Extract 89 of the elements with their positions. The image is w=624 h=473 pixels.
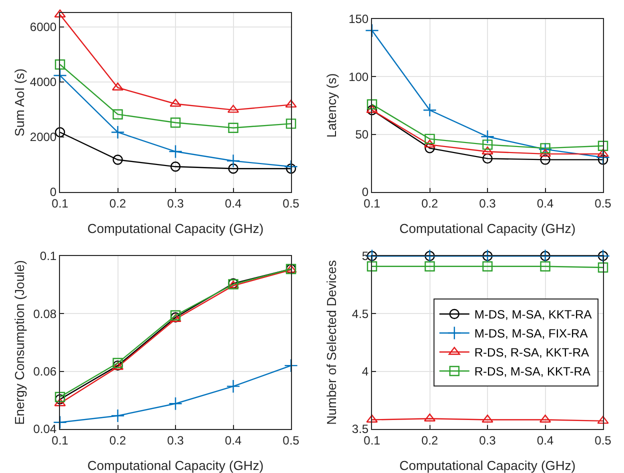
x-axis-title: Computational Capacity (GHz) xyxy=(87,458,264,473)
point xyxy=(226,154,240,168)
x-tick-label: 0.2 xyxy=(421,196,438,210)
x-tick-label: 0.4 xyxy=(224,196,242,210)
point xyxy=(538,142,552,156)
x-tick-label: 0.3 xyxy=(479,433,496,448)
point xyxy=(482,153,493,164)
point xyxy=(54,392,66,402)
point xyxy=(226,379,240,394)
point xyxy=(597,416,609,424)
point xyxy=(482,140,493,150)
point xyxy=(286,118,296,129)
y-tick-label: 0 xyxy=(362,185,369,200)
x-axis-title: Computational Capacity (GHz) xyxy=(87,221,264,236)
point xyxy=(482,261,493,272)
point xyxy=(540,154,550,165)
y-tick-label: 0.1 xyxy=(40,249,57,264)
point xyxy=(365,24,379,38)
y-tick-label: 50 xyxy=(355,128,369,142)
y-tick-label: 6000 xyxy=(30,20,57,34)
x-tick-label: 0.5 xyxy=(282,196,300,210)
x-tick-label: 0.4 xyxy=(224,433,242,448)
point xyxy=(284,358,298,372)
y-tick-label: 4.5 xyxy=(352,306,369,321)
point xyxy=(286,163,296,174)
y-tick-label: 5 xyxy=(362,249,369,264)
point xyxy=(284,160,298,174)
y-tick-label: 3.5 xyxy=(352,422,369,436)
y-axis-title: Latency (s) xyxy=(324,73,339,138)
point xyxy=(366,105,378,116)
x-tick-label: 0.2 xyxy=(421,433,438,448)
y-axis-title: Energy Consumption (Joule) xyxy=(12,260,27,425)
y-tick-label: 0.06 xyxy=(33,364,57,379)
point xyxy=(112,109,123,120)
y-tick-label: 0.08 xyxy=(33,306,57,321)
x-tick-label: 0.5 xyxy=(282,433,300,448)
point xyxy=(170,118,181,128)
point xyxy=(110,125,125,140)
y-tick-label: 4 xyxy=(362,364,369,379)
x-tick-label: 0.3 xyxy=(167,433,184,448)
y-axis-title: Sum AoI (s) xyxy=(12,68,27,136)
x-tick-label: 0.4 xyxy=(536,196,554,210)
x-tick-label: 0.2 xyxy=(109,433,126,448)
point xyxy=(168,144,182,158)
point xyxy=(228,122,238,133)
point xyxy=(482,414,494,423)
point xyxy=(424,261,435,272)
x-tick-label: 0.5 xyxy=(594,196,612,210)
x-tick-label: 0.4 xyxy=(536,433,554,448)
point xyxy=(366,261,378,272)
x-tick-label: 0.2 xyxy=(109,196,126,210)
x-tick-label: 0.5 xyxy=(594,433,612,448)
point xyxy=(54,127,66,138)
point xyxy=(54,398,66,406)
point xyxy=(228,163,238,174)
point xyxy=(540,261,550,272)
legend-label: R-DS, R-SA, KKT-RA xyxy=(474,346,590,360)
legend-label: M-DS, M-SA, KKT-RA xyxy=(474,308,592,322)
point xyxy=(598,140,608,151)
point xyxy=(366,99,378,110)
y-tick-label: 100 xyxy=(348,70,369,84)
point xyxy=(424,134,435,144)
point xyxy=(597,148,609,157)
point xyxy=(54,59,66,70)
legend-label: M-DS, M-SA, FIX-RA xyxy=(474,326,588,341)
y-tick-label: 2000 xyxy=(30,130,57,144)
point xyxy=(540,143,550,154)
legend-label: R-DS, M-SA, KKT-RA xyxy=(474,364,590,379)
point xyxy=(598,154,608,165)
y-tick-label: 150 xyxy=(348,12,369,26)
point xyxy=(112,358,123,368)
point xyxy=(598,262,608,273)
point xyxy=(366,414,378,423)
x-axis-title: Computational Capacity (GHz) xyxy=(399,458,576,473)
point xyxy=(596,150,610,164)
point xyxy=(285,100,297,108)
point xyxy=(112,154,123,165)
point xyxy=(110,408,125,423)
point xyxy=(480,130,494,144)
y-axis-title: Number of Selected Devices xyxy=(324,260,339,425)
y-tick-label: 4000 xyxy=(30,75,57,90)
point xyxy=(422,103,437,118)
point xyxy=(170,98,182,107)
point xyxy=(168,396,182,411)
point xyxy=(424,143,435,154)
x-tick-label: 0.3 xyxy=(479,196,496,210)
x-tick-label: 0.3 xyxy=(167,196,184,210)
point xyxy=(170,162,181,172)
x-axis-title: Computational Capacity (GHz) xyxy=(399,221,576,236)
